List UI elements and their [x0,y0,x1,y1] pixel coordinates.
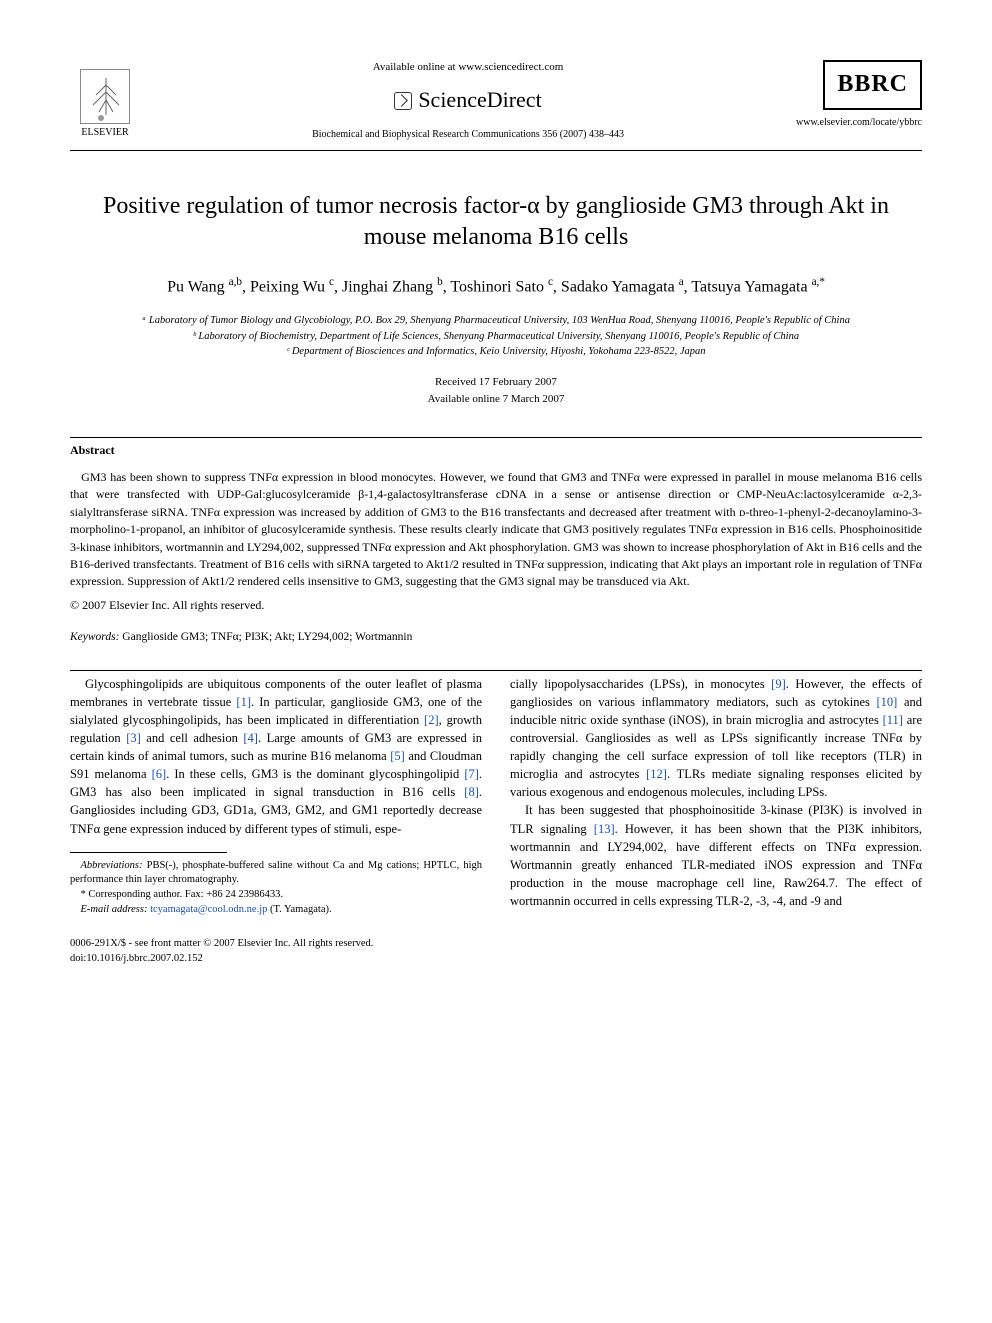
received-date: Received 17 February 2007 [70,374,922,391]
abstract-heading: Abstract [70,442,922,459]
center-header: Available online at www.sciencedirect.co… [140,60,796,142]
elsevier-tree-icon [80,69,130,124]
abstract-body: GM3 has been shown to suppress TNFα expr… [70,469,922,591]
footer-doi: doi:10.1016/j.bbrc.2007.02.152 [70,952,922,967]
email-address[interactable]: tcyamagata@cool.odn.ne.jp [150,904,267,915]
column-left: Glycosphingolipids are ubiquitous compon… [70,675,482,918]
corresponding-footnote: * Corresponding author. Fax: +86 24 2398… [70,888,482,903]
col2-p1: cially lipopolysaccharides (LPSs), in mo… [510,675,922,802]
sciencedirect-text: ScienceDirect [418,85,541,116]
affiliation-b: ᵇ Laboratory of Biochemistry, Department… [70,329,922,345]
header-row: ELSEVIER Available online at www.science… [70,60,922,142]
available-online-text: Available online at www.sciencedirect.co… [160,60,776,75]
keywords-line: Keywords: Ganglioside GM3; TNFα; PI3K; A… [70,629,922,645]
footer-issn: 0006-291X/$ - see front matter © 2007 El… [70,937,922,952]
elsevier-logo: ELSEVIER [70,60,140,140]
email-footnote: E-mail address: tcyamagata@cool.odn.ne.j… [70,903,482,918]
footnotes-divider [70,852,227,853]
body-columns: Glycosphingolipids are ubiquitous compon… [70,675,922,918]
article-dates: Received 17 February 2007 Available onli… [70,374,922,407]
sciencedirect-logo: ScienceDirect [160,85,776,116]
col1-p1: Glycosphingolipids are ubiquitous compon… [70,675,482,838]
bbrc-logo: BBRC [823,60,922,110]
online-date: Available online 7 March 2007 [70,391,922,408]
column-right: cially lipopolysaccharides (LPSs), in mo… [510,675,922,918]
affiliation-c: ᶜ Department of Biosciences and Informat… [70,344,922,360]
abstract-text: GM3 has been shown to suppress TNFα expr… [70,470,922,588]
elsevier-text: ELSEVIER [81,126,128,140]
abbrev-label: Abbreviations: [81,860,143,871]
affiliations: ᵃ Laboratory of Tumor Biology and Glycob… [70,313,922,360]
abbreviations-footnote: Abbreviations: PBS(-), phosphate-buffere… [70,859,482,888]
keywords-label: Keywords: [70,631,119,643]
article-title: Positive regulation of tumor necrosis fa… [70,191,922,253]
journal-reference: Biochemical and Biophysical Research Com… [160,128,776,142]
abstract-copyright: © 2007 Elsevier Inc. All rights reserved… [70,597,922,614]
authors-list: Pu Wang a,b, Peixing Wu c, Jinghai Zhang… [70,274,922,299]
sciencedirect-icon [394,92,412,110]
affiliation-a: ᵃ Laboratory of Tumor Biology and Glycob… [70,313,922,329]
bbrc-box: BBRC www.elsevier.com/locate/ybbrc [796,60,922,130]
page-footer: 0006-291X/$ - see front matter © 2007 El… [70,937,922,966]
abstract-bottom-divider [70,670,922,671]
email-author: (T. Yamagata). [270,904,332,915]
journal-url: www.elsevier.com/locate/ybbrc [796,116,922,130]
col2-p2: It has been suggested that phosphoinosit… [510,801,922,910]
keywords-list: Ganglioside GM3; TNFα; PI3K; Akt; LY294,… [122,631,412,643]
email-label: E-mail address: [81,904,148,915]
header-divider [70,150,922,151]
footnotes: Abbreviations: PBS(-), phosphate-buffere… [70,859,482,918]
abstract-top-divider [70,437,922,438]
